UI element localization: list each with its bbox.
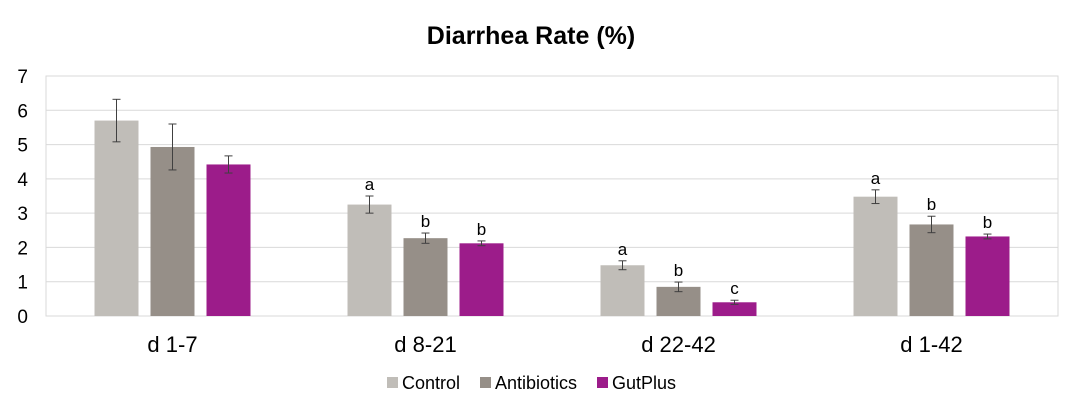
legend-label: GutPlus bbox=[612, 373, 676, 393]
gridlines bbox=[45, 75, 1059, 317]
significance-label: a bbox=[618, 240, 628, 259]
bar-control-1 bbox=[94, 120, 139, 316]
error-bar bbox=[927, 215, 936, 234]
legend-swatch bbox=[597, 377, 608, 388]
error-bar bbox=[421, 232, 430, 244]
y-axis: 0 1 2 3 4 5 6 7 bbox=[17, 67, 28, 328]
significance-label: b bbox=[927, 195, 936, 214]
legend-swatch bbox=[480, 377, 491, 388]
bar-gutplus-4 bbox=[965, 236, 1010, 316]
error-bar bbox=[112, 98, 121, 143]
legend-item-gutplus: GutPlus bbox=[597, 373, 676, 393]
x-tick-label: d 22-42 bbox=[641, 332, 716, 357]
error-bar bbox=[618, 260, 627, 271]
bar-gutplus-3 bbox=[712, 302, 757, 316]
y-tick-label: 7 bbox=[17, 67, 28, 88]
bar-antibiotics-4 bbox=[909, 224, 954, 316]
y-tick-label: 4 bbox=[17, 170, 28, 191]
x-tick-label: d 8-21 bbox=[394, 332, 456, 357]
bar-control-4 bbox=[853, 196, 898, 316]
significance-labels: a b b a b c a b b bbox=[365, 169, 992, 298]
error-bar bbox=[477, 240, 486, 247]
chart-title: Diarrhea Rate (%) bbox=[427, 22, 635, 50]
y-tick-label: 5 bbox=[17, 136, 28, 157]
legend: Control Antibiotics GutPlus bbox=[387, 373, 676, 393]
x-axis: d 1-7 d 8-21 d 22-42 d 1-42 bbox=[147, 332, 962, 357]
error-bar bbox=[730, 299, 739, 305]
significance-label: c bbox=[730, 279, 739, 298]
significance-label: b bbox=[983, 213, 992, 232]
legend-swatch bbox=[387, 377, 398, 388]
error-bar bbox=[674, 281, 683, 293]
bars bbox=[94, 120, 1010, 316]
plot-area-border bbox=[45, 75, 1059, 317]
bar-gutplus-1 bbox=[206, 164, 251, 316]
y-tick-label: 3 bbox=[17, 204, 28, 225]
y-tick-label: 0 bbox=[17, 307, 28, 328]
error-bar bbox=[871, 189, 880, 205]
bar-gutplus-2 bbox=[459, 243, 504, 316]
bar-antibiotics-2 bbox=[403, 238, 448, 316]
error-bar bbox=[224, 155, 233, 174]
error-bar bbox=[168, 123, 177, 171]
x-tick-label: d 1-42 bbox=[900, 332, 962, 357]
legend-item-control: Control bbox=[387, 373, 460, 393]
legend-label: Control bbox=[402, 373, 460, 393]
legend-item-antibiotics: Antibiotics bbox=[480, 373, 577, 393]
bar-antibiotics-1 bbox=[150, 146, 195, 316]
y-tick-label: 6 bbox=[17, 101, 28, 122]
significance-label: b bbox=[421, 212, 430, 231]
significance-label: b bbox=[674, 261, 683, 280]
bar-control-3 bbox=[600, 265, 645, 316]
significance-label: a bbox=[365, 175, 375, 194]
significance-label: a bbox=[871, 169, 881, 188]
legend-label: Antibiotics bbox=[495, 373, 577, 393]
error-bars bbox=[112, 98, 992, 305]
error-bar bbox=[365, 195, 374, 214]
error-bar bbox=[983, 233, 992, 240]
x-tick-label: d 1-7 bbox=[147, 332, 197, 357]
y-tick-label: 1 bbox=[17, 273, 28, 294]
bar-control-2 bbox=[347, 204, 392, 316]
significance-label: b bbox=[477, 220, 486, 239]
y-tick-label: 2 bbox=[17, 238, 28, 259]
